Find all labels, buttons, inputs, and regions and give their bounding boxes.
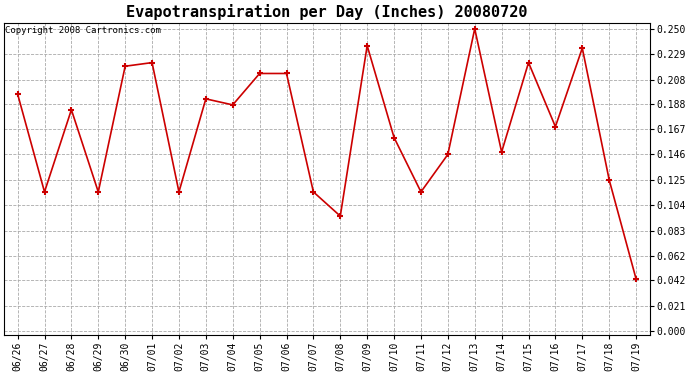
Text: Copyright 2008 Cartronics.com: Copyright 2008 Cartronics.com xyxy=(6,26,161,35)
Title: Evapotranspiration per Day (Inches) 20080720: Evapotranspiration per Day (Inches) 2008… xyxy=(126,4,528,20)
